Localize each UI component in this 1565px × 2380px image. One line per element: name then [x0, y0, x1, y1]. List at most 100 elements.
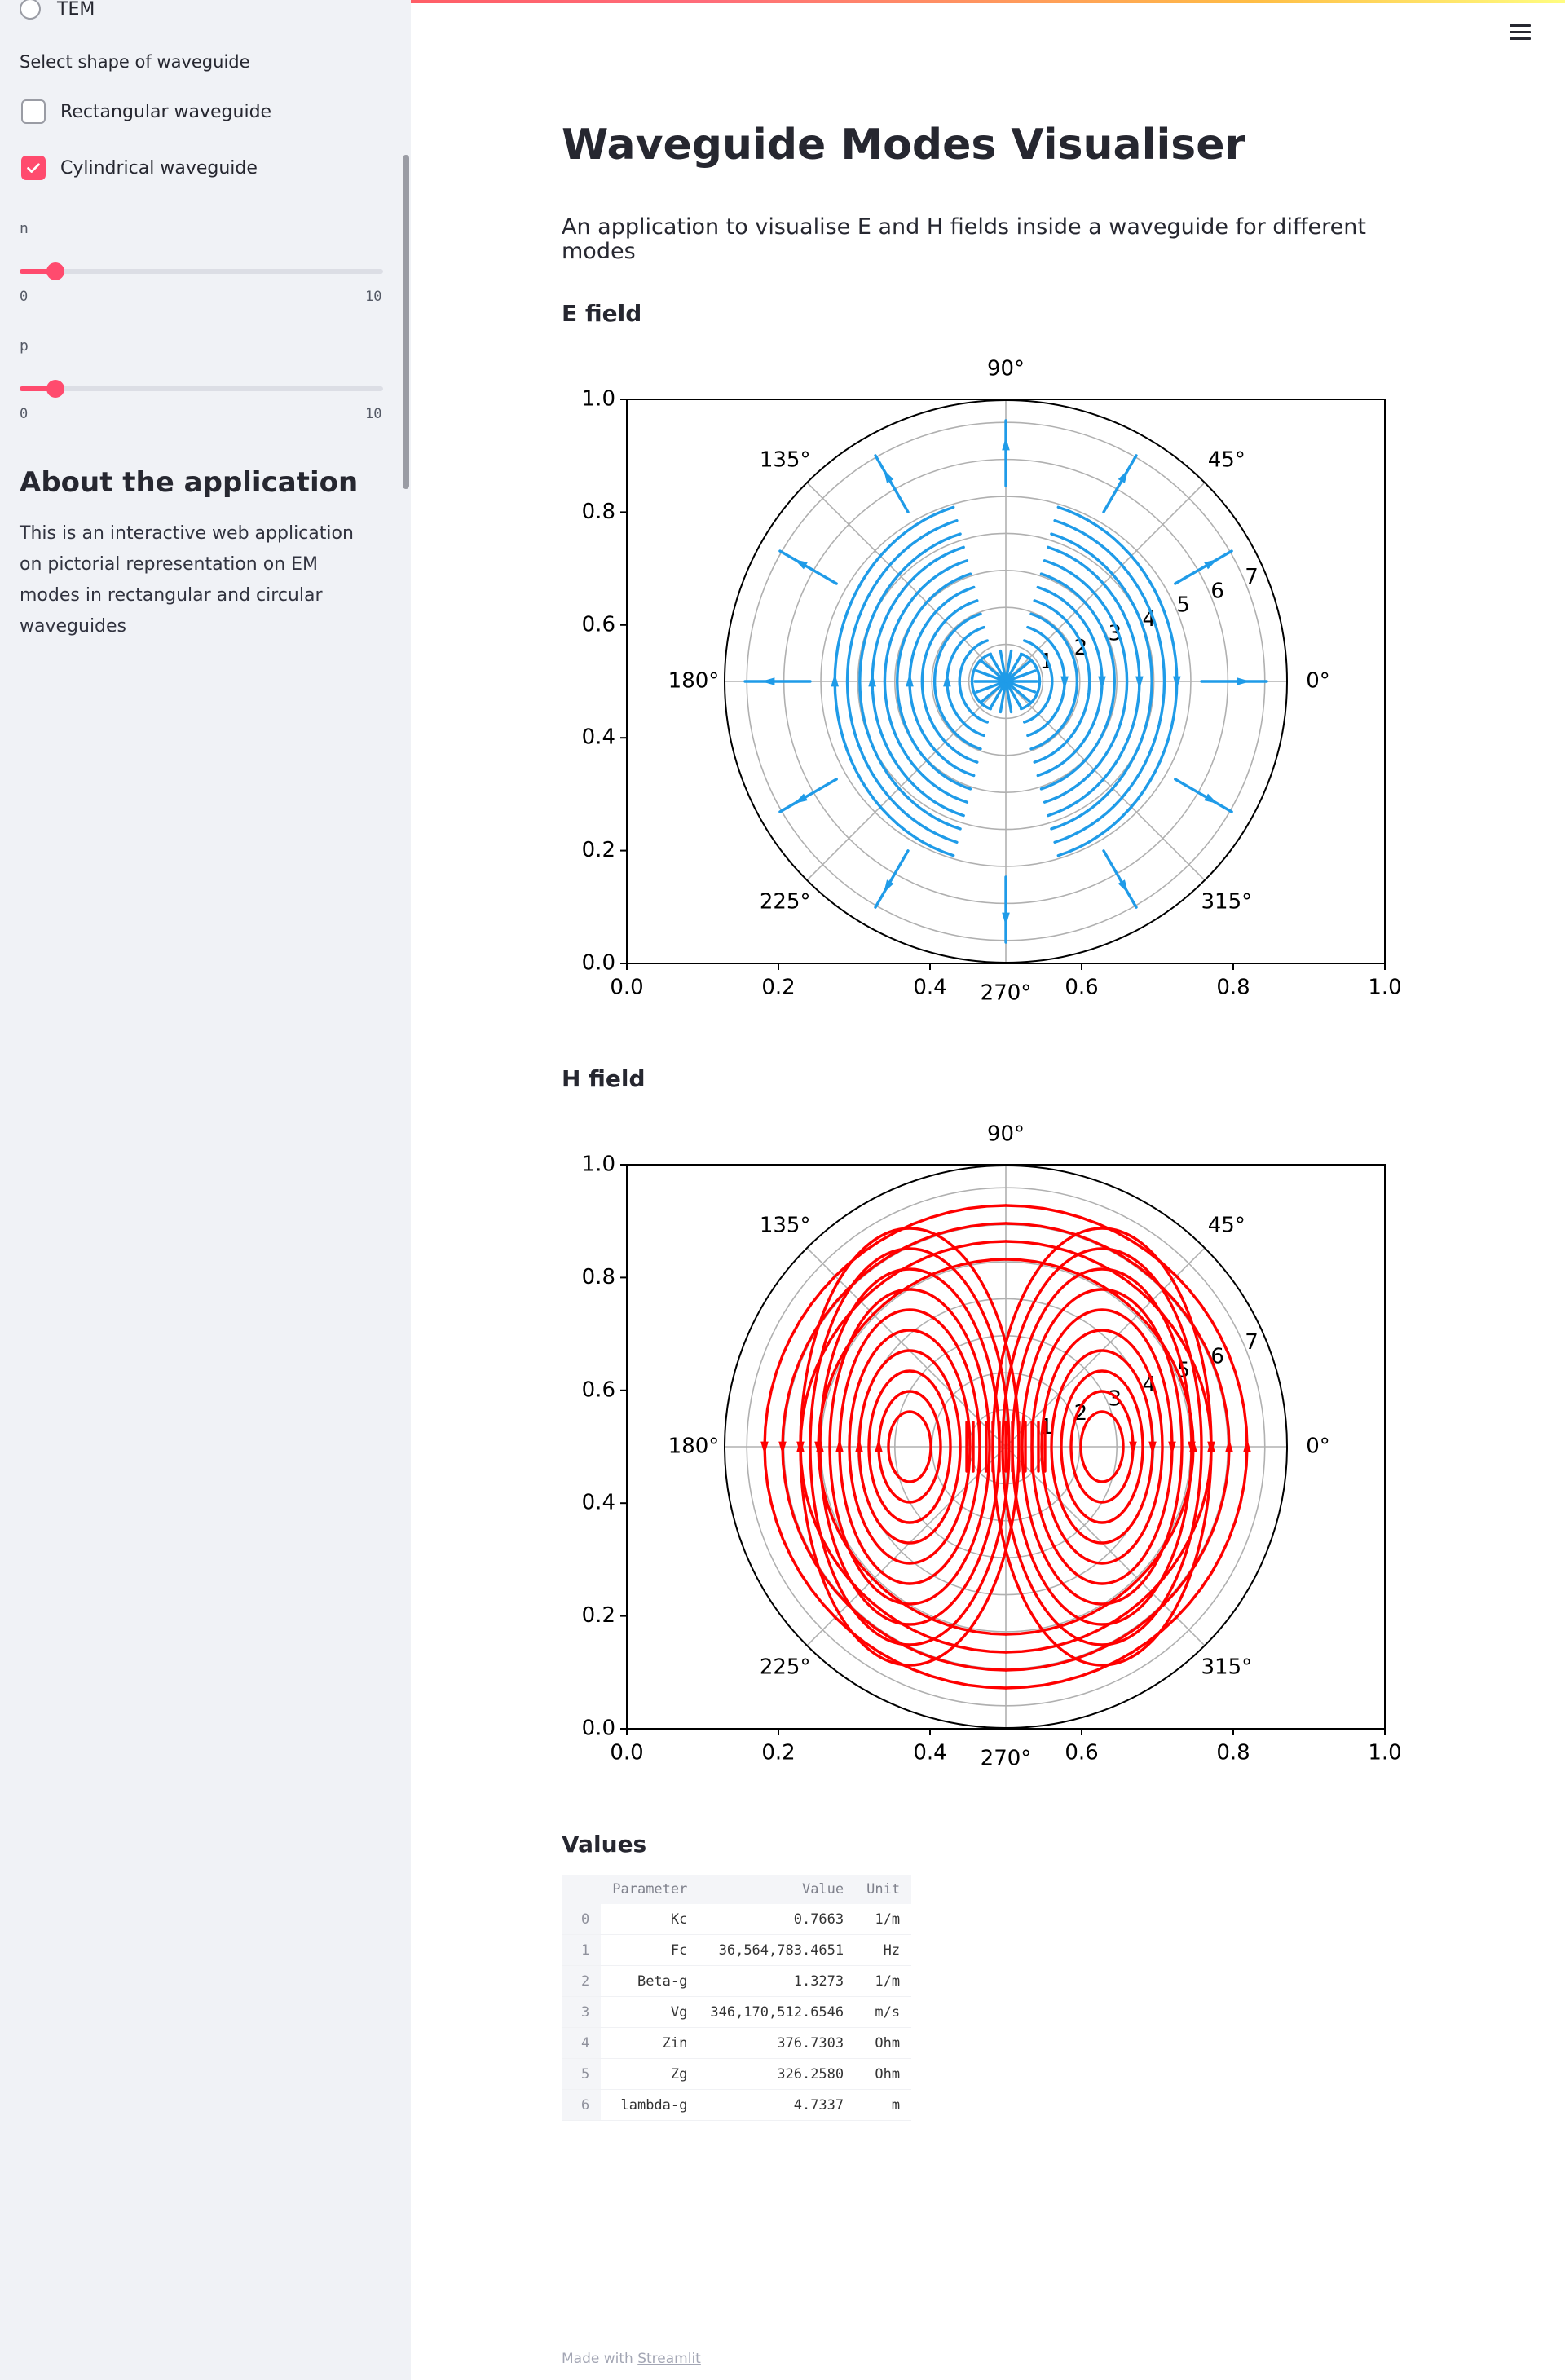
slider-p-min: 0 [20, 406, 29, 422]
stream-arrow [760, 1441, 769, 1455]
unit-cell: m/s [855, 1996, 912, 2028]
values-table: Parameter Value Unit 0 Kc 0.7663 1/m 1 F… [562, 1875, 912, 2121]
streamlit-link[interactable]: Streamlit [637, 2351, 701, 2367]
slider-n-max: 10 [365, 289, 382, 305]
hamburger-menu-icon[interactable] [1510, 24, 1531, 41]
stream-arrow [1168, 1441, 1176, 1455]
stream-line [1102, 849, 1138, 909]
y-tick-label: 0.2 [582, 1603, 615, 1628]
stream-line [874, 454, 910, 513]
stream-line [1050, 532, 1153, 831]
row-index: 5 [562, 2058, 602, 2090]
e-field-chart: 0.0 0.2 0.4 0.6 0.8 1.0 0.0 0.2 0.4 0.6 0.8 1.0 0° 45… [582, 357, 1402, 1006]
table-row: 3 Vg 346,170,512.6546 m/s [562, 1996, 912, 2028]
angular-grid-line [806, 1446, 1007, 1646]
top-decoration-bar [0, 0, 1565, 3]
y-tick-label: 0.2 [582, 838, 615, 862]
stream-arrow [1204, 793, 1218, 804]
stream-arrow [943, 673, 951, 687]
unit-cell: Ohm [855, 2058, 912, 2090]
column-header[interactable] [562, 1875, 602, 1904]
stream-line [1039, 572, 1117, 791]
parameter-cell: Fc [601, 1934, 699, 1966]
table-row: 4 Zin 376.7303 Ohm [562, 2027, 912, 2059]
stream-line [1004, 680, 1023, 710]
column-header[interactable]: Parameter [601, 1875, 699, 1904]
angle-tick-label: 225° [760, 889, 811, 914]
stream-line [999, 649, 1007, 683]
angle-tick-label: 135° [760, 1214, 811, 1238]
slider-p-thumb[interactable] [46, 380, 64, 398]
stream-arrow [1118, 879, 1128, 893]
checkbox-checked-icon[interactable] [21, 156, 46, 180]
row-index: 6 [562, 2089, 602, 2121]
polar-frame [724, 399, 1288, 963]
stream-arrow [868, 673, 876, 687]
about-text: This is an interactive web application o… [20, 523, 354, 637]
column-header[interactable]: Value [699, 1875, 856, 1904]
radio-option-tem[interactable]: TEM [20, 0, 95, 24]
angle-tick-label: 180° [668, 1435, 720, 1459]
stream-line [1053, 519, 1166, 844]
stream-line [975, 680, 1007, 694]
stream-loop [1021, 1288, 1184, 1606]
table-header-row: Parameter Value Unit [562, 1875, 912, 1904]
stream-line [989, 653, 1007, 683]
x-tick-label: 0.2 [761, 1741, 795, 1765]
sidebar: TEM Select shape of waveguide Rectangula… [0, 0, 411, 2380]
stream-line [1004, 669, 1037, 683]
y-tick-label: 1.0 [582, 1153, 615, 1177]
slider-p-track[interactable] [20, 380, 383, 398]
slider-n-track[interactable] [20, 262, 383, 280]
stream-line [1004, 653, 1023, 683]
angle-tick-label: 180° [668, 669, 720, 694]
stream-loop [867, 1369, 952, 1524]
stream-loop [848, 1329, 972, 1565]
checkbox-icon[interactable] [21, 99, 46, 124]
parameter-cell: Zg [601, 2058, 699, 2090]
radial-tick-label: 2 [1074, 1401, 1088, 1426]
radial-tick-label: 5 [1176, 593, 1190, 618]
stream-line [1174, 778, 1233, 813]
value-cell: 326.2580 [699, 2058, 856, 2090]
angle-tick-label: 0° [1306, 669, 1330, 694]
x-tick-label: 0.0 [610, 1741, 643, 1765]
unit-cell: Ohm [855, 2027, 912, 2059]
footer-text: Made with [562, 2351, 633, 2367]
stream-loop [1040, 1329, 1164, 1565]
checkmark-icon [27, 163, 40, 173]
y-tick-label: 0.0 [582, 951, 615, 976]
stream-line [858, 532, 962, 831]
sidebar-scrollbar[interactable] [403, 155, 409, 489]
angle-tick-label: 90° [987, 1122, 1025, 1147]
stream-line [970, 652, 993, 711]
y-tick-label: 0.6 [582, 1377, 615, 1402]
slider-p-label: p [20, 337, 29, 355]
stream-arrow [1173, 676, 1181, 690]
stream-arrow [814, 1441, 822, 1455]
x-tick-label: 0.4 [913, 976, 946, 1000]
checkbox-label: Rectangular waveguide [60, 101, 272, 122]
column-header[interactable]: Unit [855, 1875, 912, 1904]
slider-n-thumb[interactable] [46, 262, 64, 280]
stream-arrow [1225, 1439, 1233, 1452]
table-row: 0 Kc 0.7663 1/m [562, 1904, 912, 1935]
radio-circle-icon[interactable] [20, 0, 41, 20]
stream-line [981, 680, 1007, 703]
h-field-chart: 0.0 0.2 0.4 0.6 0.8 1.0 0.0 0.2 0.4 0.6 0.8 1.0 0° 45… [582, 1122, 1402, 1771]
parameter-cell: Vg [601, 1996, 699, 2028]
checkbox-cylindrical[interactable]: Cylindrical waveguide [21, 156, 258, 180]
checkbox-rectangular[interactable]: Rectangular waveguide [21, 99, 271, 124]
stream-line [958, 639, 989, 724]
parameter-cell: Beta-g [601, 1965, 699, 1997]
angle-tick-label: 270° [981, 981, 1032, 1006]
stream-loop [828, 1288, 991, 1606]
y-tick-label: 0.0 [582, 1717, 615, 1741]
value-cell: 346,170,512.6546 [699, 1996, 856, 2028]
stream-arrow [1207, 1439, 1215, 1452]
angle-tick-label: 225° [760, 1655, 811, 1679]
stream-arrow [1189, 1439, 1197, 1452]
stream-arrow [906, 673, 914, 687]
stream-line [1004, 680, 1037, 694]
y-tick-label: 0.4 [582, 1491, 615, 1515]
